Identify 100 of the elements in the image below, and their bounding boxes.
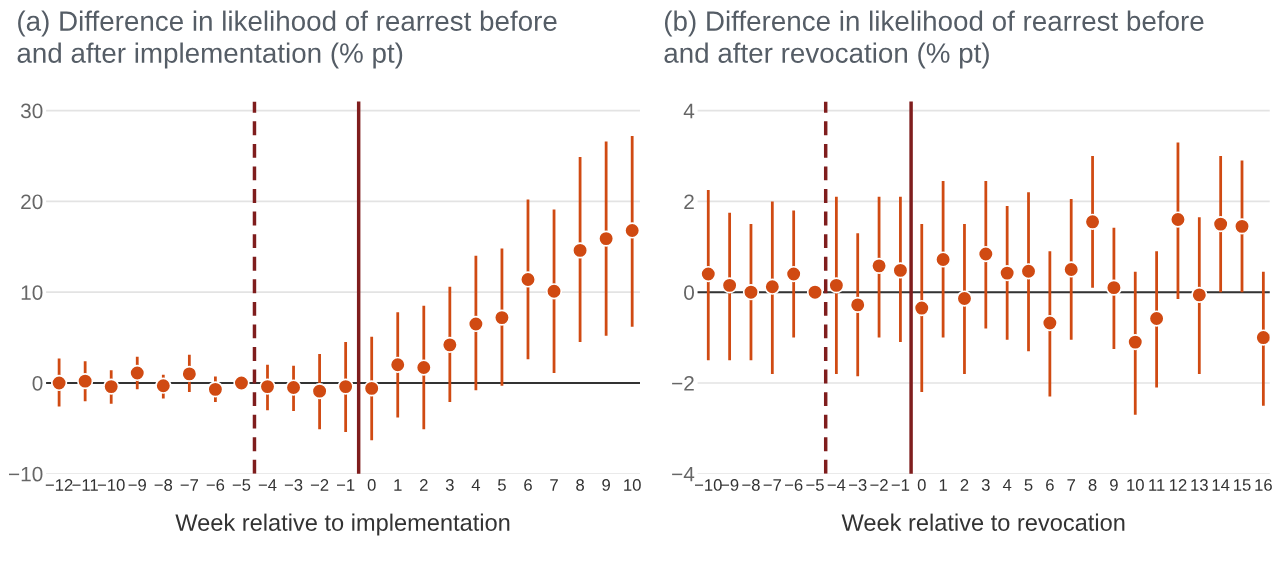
point (828, 277, 845, 294)
point (415, 359, 432, 376)
x-tick-label: −9 (720, 479, 739, 491)
point (1063, 261, 1080, 278)
x-tick-label: 9 (1110, 479, 1118, 491)
point (977, 245, 994, 263)
x-tick-label: 1 (394, 479, 402, 491)
point (1127, 333, 1144, 351)
x-tick-label: 13 (1191, 479, 1208, 491)
point (1148, 310, 1165, 327)
point (337, 378, 354, 395)
x-tick-label: −3 (284, 479, 303, 491)
x-axis-title: Week relative to revocation (841, 513, 1125, 531)
x-tick-label: 2 (960, 479, 969, 491)
x-tick-label: 15 (1234, 479, 1251, 491)
point (700, 265, 717, 283)
chart-title: (b) Difference in likelihood of rearrest before and after revocation (% pt) (664, 10, 1204, 69)
x-tick-label: 1 (939, 479, 947, 491)
x-tick-label: −1 (891, 479, 910, 491)
point (493, 309, 511, 326)
x-tick-label: 6 (1046, 479, 1054, 491)
point (155, 377, 172, 394)
x-tick-label: 0 (367, 479, 376, 491)
x-tick-label: −1 (336, 479, 355, 491)
point (913, 299, 930, 317)
x-tick-label: 10 (1127, 479, 1144, 491)
x-tick-label: −10 (97, 479, 125, 491)
x-tick-label: 5 (1024, 479, 1033, 491)
x-tick-label: 4 (471, 479, 481, 491)
y-tick-label: −2 (672, 375, 694, 391)
point (1084, 213, 1101, 230)
point (103, 378, 120, 395)
point (870, 257, 888, 274)
point (806, 284, 824, 301)
x-tick-label: −7 (180, 479, 199, 491)
x-tick-label: 8 (1088, 479, 1097, 491)
point (721, 277, 738, 294)
point (1169, 211, 1187, 228)
x-tick-label: 6 (524, 479, 532, 491)
point (598, 230, 615, 247)
point (467, 315, 485, 333)
y-tick-label: 10 (21, 285, 43, 300)
x-tick-label: −5 (806, 479, 824, 491)
x-tick-label: 7 (1067, 479, 1076, 491)
point (233, 374, 250, 392)
x-axis-title: Week relative to implementation (175, 513, 510, 536)
x-tick-label: 9 (602, 479, 610, 491)
point (742, 284, 760, 301)
x-tick-label: −10 (694, 479, 722, 491)
x-tick-label: −6 (784, 479, 803, 491)
x-tick-label: 10 (624, 479, 641, 491)
point (311, 383, 328, 400)
point (956, 290, 973, 307)
x-tick-label: 2 (420, 479, 428, 491)
y-tick-label: 2 (684, 194, 694, 209)
x-tick-label: −8 (742, 479, 760, 491)
point (624, 222, 640, 239)
x-tick-label: −8 (154, 479, 173, 491)
point (389, 356, 406, 373)
point (849, 296, 866, 314)
point (129, 364, 146, 382)
x-tick-label: −4 (827, 479, 846, 491)
x-tick-label: 11 (1149, 479, 1165, 491)
point (77, 373, 94, 390)
point (50, 374, 68, 392)
point (363, 380, 380, 397)
chart-title: (a) Difference in likelihood of rearrest before and after implementation (% pt) (17, 10, 557, 69)
x-tick-label: −5 (232, 479, 251, 491)
x-tick-label: −12 (45, 479, 73, 491)
x-tick-label: −9 (128, 479, 146, 491)
point (545, 283, 563, 300)
x-tick-label: −3 (849, 479, 867, 491)
point (1020, 263, 1037, 280)
x-tick-label: −7 (763, 479, 781, 491)
point (441, 336, 458, 353)
y-tick-label: 20 (21, 194, 43, 210)
point (1255, 329, 1270, 346)
x-tick-label: 14 (1212, 479, 1230, 491)
point (207, 381, 224, 398)
x-tick-label: 8 (576, 479, 584, 491)
x-tick-label: −2 (310, 479, 329, 491)
x-tick-label: 0 (917, 479, 926, 491)
point (259, 378, 276, 395)
point (764, 278, 781, 295)
point (934, 251, 952, 268)
x-tick-label: 12 (1169, 479, 1187, 491)
x-tick-label: 4 (1002, 479, 1012, 491)
point (1041, 314, 1058, 332)
point (1212, 215, 1229, 233)
x-tick-label: 3 (445, 479, 454, 491)
y-tick-label: 0 (32, 375, 43, 391)
x-tick-label: −4 (258, 479, 277, 491)
point (1191, 286, 1208, 304)
point (519, 271, 537, 288)
point (999, 264, 1016, 282)
point (181, 365, 198, 383)
point (892, 262, 909, 279)
y-tick-label: 0 (684, 285, 695, 300)
point (1233, 218, 1251, 235)
y-tick-label: 30 (20, 103, 43, 119)
